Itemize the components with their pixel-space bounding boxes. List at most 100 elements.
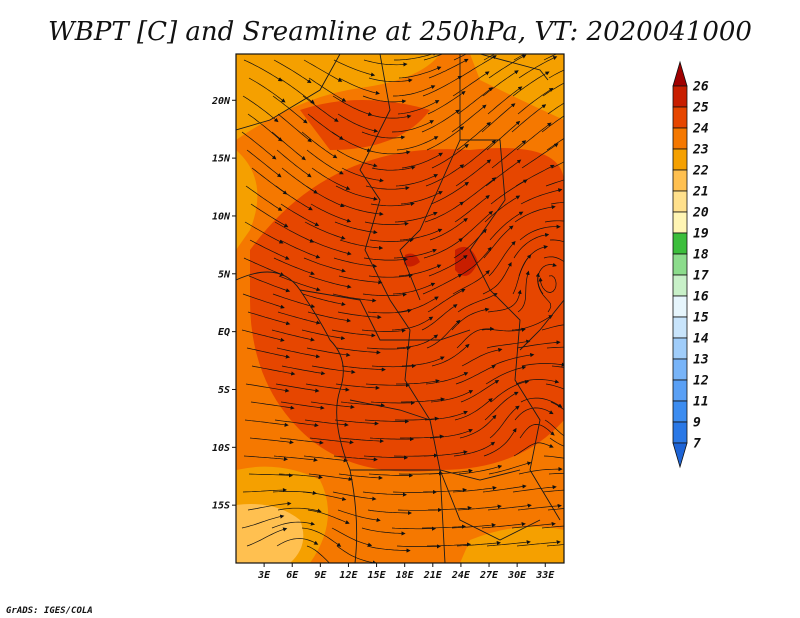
streamline-31 bbox=[512, 71, 550, 97]
streamline-15 bbox=[368, 77, 413, 83]
streamline-152 bbox=[512, 254, 532, 295]
streamline-279 bbox=[367, 509, 412, 516]
colorbar-box bbox=[672, 169, 688, 192]
streamline-10 bbox=[543, 54, 558, 61]
streamline-46 bbox=[301, 131, 338, 159]
streamline-19 bbox=[488, 54, 527, 79]
streamline-245 bbox=[333, 455, 378, 462]
streamline-160 bbox=[427, 288, 466, 313]
streamline-286 bbox=[241, 514, 285, 529]
streamline-248 bbox=[423, 450, 468, 457]
x-tick-label: 24E bbox=[451, 570, 471, 581]
streamline-241 bbox=[549, 437, 564, 447]
streamline-22 bbox=[242, 95, 279, 123]
streamline-214 bbox=[401, 397, 445, 403]
streamline-89 bbox=[280, 203, 320, 226]
streamline-231 bbox=[249, 437, 294, 445]
colorbar-label: 13 bbox=[693, 353, 709, 368]
streamline-176 bbox=[246, 347, 291, 359]
streamline-210 bbox=[280, 401, 325, 410]
streamline-75 bbox=[521, 143, 559, 169]
colorbar-label: 19 bbox=[693, 227, 709, 242]
streamline-27 bbox=[393, 85, 436, 97]
streamline-195 bbox=[491, 352, 535, 367]
colorbar-label: 21 bbox=[692, 185, 709, 200]
streamline-1 bbox=[273, 59, 312, 84]
colorbar-label: 7 bbox=[693, 437, 701, 452]
streamline-20 bbox=[518, 56, 558, 79]
streamline-148 bbox=[392, 282, 436, 295]
streamline-111 bbox=[279, 239, 321, 259]
grads-credit: GrADS: IGES/COLA bbox=[6, 606, 93, 616]
streamline-199 bbox=[275, 383, 320, 393]
streamline-166 bbox=[271, 329, 315, 342]
streamline-161 bbox=[457, 293, 498, 313]
y-axis: 20N 15N 10N 5N EQ 5S 10S 15S bbox=[211, 96, 236, 512]
streamline-93 bbox=[400, 191, 443, 205]
streamline-139 bbox=[458, 246, 492, 277]
streamline-143 bbox=[242, 293, 285, 309]
streamline-254 bbox=[278, 473, 323, 480]
streamline-95 bbox=[460, 177, 497, 205]
streamline-220 bbox=[244, 419, 289, 427]
streamline-264 bbox=[242, 487, 287, 493]
streamline-216 bbox=[460, 379, 500, 403]
streamline-115 bbox=[399, 228, 443, 241]
streamline-113 bbox=[339, 239, 384, 250]
colorbar-label: 23 bbox=[692, 143, 709, 158]
streamline-16 bbox=[398, 66, 442, 79]
colorbar-label: 18 bbox=[693, 248, 709, 263]
streamline-97 bbox=[520, 188, 563, 205]
streamline-91 bbox=[340, 203, 384, 216]
streamline-80 bbox=[335, 185, 378, 201]
streamline-142 bbox=[538, 275, 557, 293]
border-8 bbox=[439, 469, 541, 541]
streamline-55 bbox=[246, 149, 282, 178]
streamline-49 bbox=[391, 120, 435, 133]
streamline-137 bbox=[398, 264, 442, 277]
streamline-281 bbox=[427, 506, 472, 511]
streamline-105 bbox=[424, 201, 464, 223]
streamline-262 bbox=[518, 467, 563, 475]
streamline-295 bbox=[511, 521, 556, 529]
streamline-34 bbox=[277, 113, 312, 143]
streamline-271 bbox=[452, 485, 497, 493]
streamline-118 bbox=[489, 211, 524, 241]
streamline-146 bbox=[332, 293, 377, 303]
streamline-9 bbox=[513, 54, 526, 61]
streamline-82 bbox=[395, 174, 439, 187]
x-tick-label: 30E bbox=[507, 570, 527, 581]
streamline-240 bbox=[519, 424, 555, 439]
streamline-109 bbox=[544, 220, 564, 223]
streamline-178 bbox=[306, 347, 351, 357]
colorbar-box bbox=[672, 211, 688, 234]
streamline-180 bbox=[366, 345, 411, 351]
streamline-261 bbox=[488, 461, 532, 475]
field-region-1 bbox=[236, 150, 258, 250]
streamline-206 bbox=[485, 365, 527, 385]
colorbar-min-triangle bbox=[672, 442, 688, 469]
streamline-157 bbox=[337, 311, 382, 320]
streamline-145 bbox=[302, 293, 346, 307]
country-borders bbox=[236, 54, 564, 563]
streamline-257 bbox=[368, 473, 414, 478]
streamline-249 bbox=[453, 441, 496, 457]
colorbar-box bbox=[672, 127, 688, 150]
streamline-184 bbox=[486, 339, 531, 349]
streamline-228 bbox=[484, 391, 519, 421]
streamline-243 bbox=[273, 455, 318, 462]
colorbar-max-triangle bbox=[672, 60, 688, 87]
streamline-78 bbox=[275, 185, 313, 211]
streamline-58 bbox=[336, 149, 378, 168]
streamline-102 bbox=[334, 221, 378, 235]
streamline-99 bbox=[244, 221, 284, 244]
colorbar-label: 24 bbox=[692, 122, 709, 137]
streamline-284 bbox=[517, 503, 562, 511]
x-tick-label: 21E bbox=[423, 570, 443, 581]
streamline-227 bbox=[454, 398, 493, 421]
streamline-217 bbox=[490, 379, 530, 403]
streamline-5 bbox=[394, 54, 438, 61]
streamline-296 bbox=[541, 525, 564, 529]
streamline-172 bbox=[451, 307, 490, 331]
streamline-138 bbox=[428, 254, 468, 277]
